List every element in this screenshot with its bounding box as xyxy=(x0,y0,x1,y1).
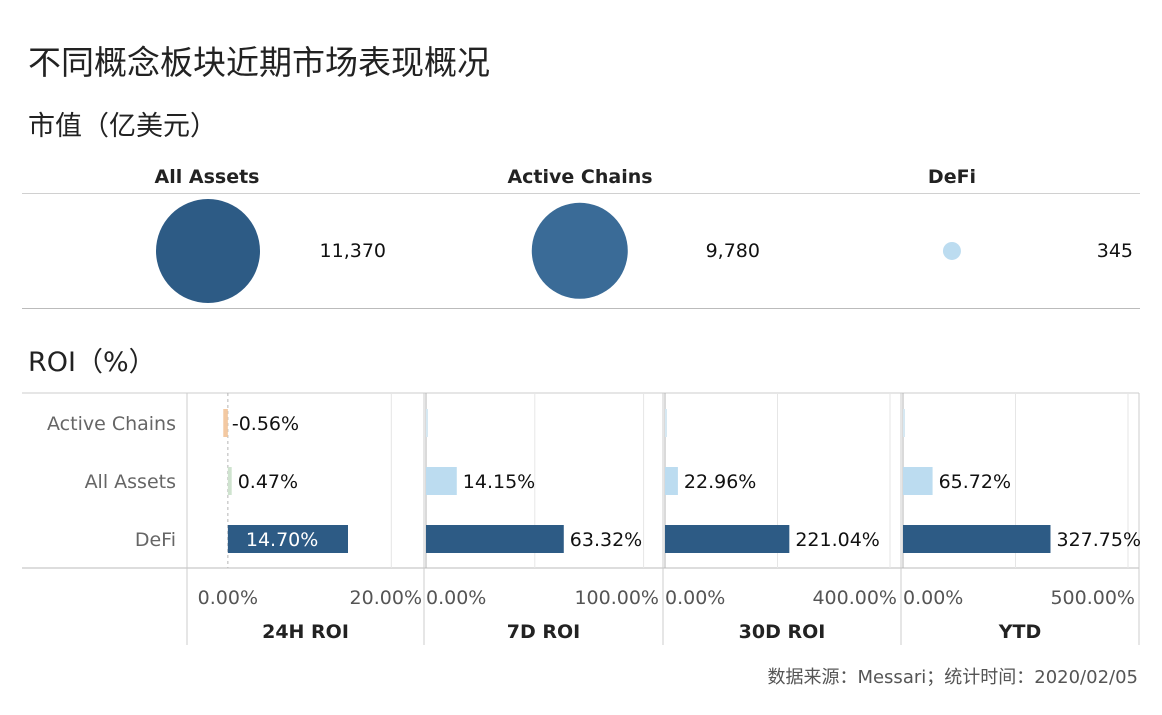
data-label-24h-roi-defi: 14.70% xyxy=(246,529,318,551)
bar-7d-roi-defi xyxy=(426,525,564,553)
bar-30d-roi-active-chains xyxy=(665,409,667,437)
mc-value-defi: 345 xyxy=(1096,240,1133,262)
bar-24h-roi-active-chains xyxy=(223,409,228,437)
tick-label-24h-roi-0: 0.00% xyxy=(198,587,258,609)
row-label-active-chains: Active Chains xyxy=(47,413,176,435)
bubble-all-assets xyxy=(156,199,260,303)
bar-24h-roi-all-assets xyxy=(227,467,232,495)
mc-header-all-assets: All Assets xyxy=(154,166,260,188)
row-label-all-assets: All Assets xyxy=(85,471,176,493)
bar-7d-roi-all-assets xyxy=(426,467,457,495)
mc-value-active-chains: 9,780 xyxy=(705,240,760,262)
panel-title-ytd: YTD xyxy=(998,621,1042,643)
tick-label-7d-roi-0: 0.00% xyxy=(426,587,486,609)
tick-label-ytd-0: 0.00% xyxy=(903,587,963,609)
tick-label-30d-roi-2: 400.00% xyxy=(812,587,897,609)
panel-title-30d-roi: 30D ROI xyxy=(739,621,826,643)
data-label-24h-roi-active-chains: -0.56% xyxy=(232,413,299,435)
bar-ytd-all-assets xyxy=(903,467,933,495)
bar-30d-roi-all-assets xyxy=(665,467,678,495)
bubble-active-chains xyxy=(531,202,629,300)
bar-ytd-active-chains xyxy=(903,409,905,437)
row-label-defi: DeFi xyxy=(135,529,176,551)
data-label-24h-roi-all-assets: 0.47% xyxy=(238,471,298,493)
tick-label-30d-roi-0: 0.00% xyxy=(665,587,725,609)
data-label-7d-roi-defi: 63.32% xyxy=(570,529,642,551)
page-title: 不同概念板块近期市场表现概况 xyxy=(28,43,490,82)
data-label-ytd-all-assets: 65.72% xyxy=(939,471,1011,493)
tick-label-24h-roi-1: 20.00% xyxy=(350,587,422,609)
tick-label-7d-roi-2: 100.00% xyxy=(574,587,659,609)
source-footer: 数据来源：Messari；统计时间：2020/02/05 xyxy=(767,667,1138,688)
mc-header-active-chains: Active Chains xyxy=(507,166,653,188)
data-label-30d-roi-all-assets: 22.96% xyxy=(684,471,756,493)
market-cap-subtitle: 市值（亿美元） xyxy=(28,111,217,142)
data-label-30d-roi-defi: 221.04% xyxy=(795,529,880,551)
roi-subtitle: ROI（%） xyxy=(28,347,156,378)
mc-value-all-assets: 11,370 xyxy=(319,240,386,262)
mc-bottom-divider xyxy=(22,308,1140,309)
bar-7d-roi-active-chains xyxy=(426,409,428,437)
bar-30d-roi-defi xyxy=(665,525,790,553)
data-label-7d-roi-all-assets: 14.15% xyxy=(463,471,535,493)
bar-ytd-defi xyxy=(903,525,1051,553)
mc-header-defi: DeFi xyxy=(927,166,977,188)
panel-title-7d-roi: 7D ROI xyxy=(507,621,580,643)
bar-24h-roi-defi xyxy=(227,525,348,553)
data-label-ytd-defi: 327.75% xyxy=(1056,529,1141,551)
tick-label-ytd-2: 500.00% xyxy=(1050,587,1135,609)
bubble-defi xyxy=(942,241,962,261)
panel-title-24h-roi: 24H ROI xyxy=(262,621,349,643)
mc-header-divider xyxy=(22,193,1140,194)
